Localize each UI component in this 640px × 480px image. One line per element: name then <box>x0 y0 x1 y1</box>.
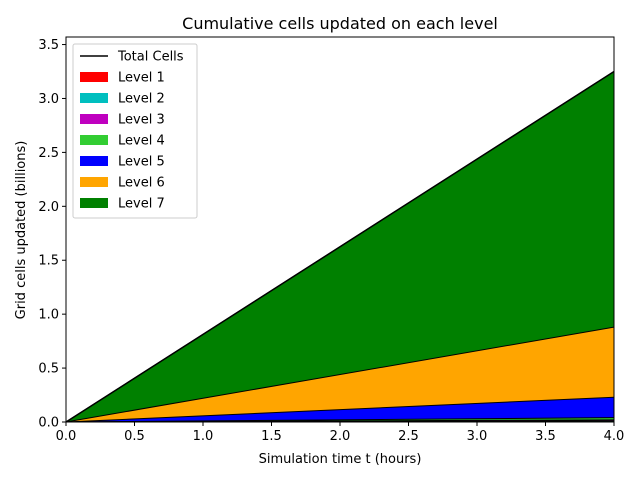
y-tick-label: 0.0 <box>38 416 59 431</box>
y-axis-label: Grid cells updated (billions) <box>14 141 29 320</box>
legend-label-level-5: Level 5 <box>118 155 165 170</box>
x-axis-label: Simulation time t (hours) <box>259 452 422 467</box>
x-tick-label: 3.0 <box>467 429 488 444</box>
legend-swatch-level-7 <box>80 198 108 208</box>
legend-swatch-level-2 <box>80 93 108 103</box>
y-tick-label: 3.5 <box>38 38 59 53</box>
legend-label-level-6: Level 6 <box>118 176 165 191</box>
total-cells-line <box>65 70 615 423</box>
y-tick-label: 2.0 <box>38 200 59 215</box>
y-tick-label: 1.5 <box>38 254 59 269</box>
y-tick-label: 1.0 <box>38 308 59 323</box>
legend: Total Cells Level 1 Level 2 Level 3 Level 4 L… <box>72 43 198 219</box>
x-tick-label: 4.0 <box>604 429 625 444</box>
area-edge-level-6 <box>65 326 615 423</box>
y-tick-label: 2.5 <box>38 146 59 161</box>
legend-label-level-3: Level 3 <box>118 113 165 128</box>
legend-box <box>72 43 198 219</box>
area-edge-level-4 <box>65 417 615 423</box>
x-tick-label: 0.0 <box>56 429 77 444</box>
legend-label-total-cells: Total Cells <box>117 50 184 65</box>
legend-label-level-4: Level 4 <box>118 134 165 149</box>
chart-title: Cumulative cells updated on each level <box>182 14 498 33</box>
y-axis-ticks: 0.0 0.5 1.0 1.5 2.0 2.5 3.0 3.5 <box>38 38 66 431</box>
legend-swatch-level-1 <box>80 72 108 82</box>
legend-label-level-2: Level 2 <box>118 92 165 107</box>
legend-label-level-1: Level 1 <box>118 71 165 86</box>
y-tick-label: 0.5 <box>38 362 59 377</box>
x-tick-label: 2.5 <box>398 429 419 444</box>
legend-swatch-level-4 <box>80 135 108 145</box>
y-tick-label: 3.0 <box>38 92 59 107</box>
area-boundaries <box>65 70 615 423</box>
x-tick-label: 1.0 <box>193 429 214 444</box>
x-tick-label: 1.5 <box>261 429 282 444</box>
legend-swatch-level-6 <box>80 177 108 187</box>
x-tick-label: 3.5 <box>535 429 556 444</box>
legend-label-level-7: Level 7 <box>118 197 165 212</box>
legend-swatch-level-5 <box>80 156 108 166</box>
area-edge-level-5 <box>65 396 615 423</box>
x-tick-label: 0.5 <box>124 429 145 444</box>
x-axis-ticks: 0.0 0.5 1.0 1.5 2.0 2.5 3.0 3.5 4.0 <box>56 422 625 444</box>
legend-swatch-level-3 <box>80 114 108 124</box>
x-tick-label: 2.0 <box>330 429 351 444</box>
